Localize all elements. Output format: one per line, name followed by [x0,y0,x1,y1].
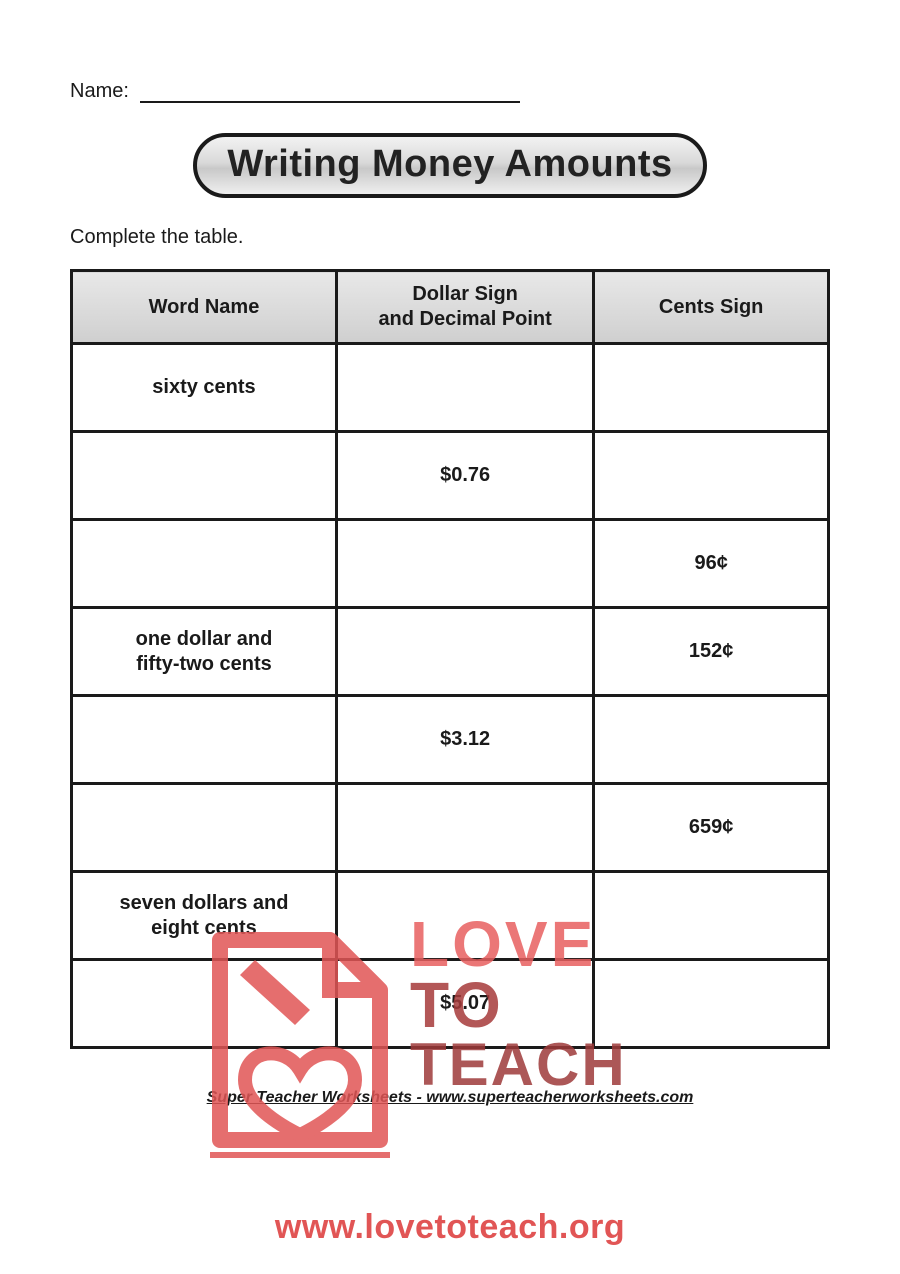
cell-word [72,520,337,608]
cell-dollar: $3.12 [336,696,593,784]
footer-attribution: Super Teacher Worksheets - www.superteac… [70,1089,830,1107]
cell-cents [594,432,829,520]
col-header-cents: Cents Sign [594,271,829,344]
table-row: 659¢ [72,784,829,872]
col-header-word: Word Name [72,271,337,344]
page-title: Writing Money Amounts [193,133,706,198]
name-blank-line[interactable] [140,101,520,103]
cell-word [72,960,337,1048]
watermark-url: www.lovetoteach.org [275,1208,625,1247]
cell-word: seven dollars andeight cents [72,872,337,960]
table-row: $3.12 [72,696,829,784]
name-label: Name: [70,80,129,102]
instruction-text: Complete the table. [70,226,830,249]
cell-word: sixty cents [72,344,337,432]
cell-dollar: $0.76 [336,432,593,520]
table-body: sixty cents$0.7696¢one dollar andfifty-t… [72,344,829,1048]
cell-cents [594,960,829,1048]
name-field-line: Name: [70,80,830,103]
cell-dollar [336,344,593,432]
table-row: seven dollars andeight cents [72,872,829,960]
cell-word [72,784,337,872]
cell-dollar: $5.07 [336,960,593,1048]
table-row: $5.07 [72,960,829,1048]
cell-cents [594,872,829,960]
cell-cents: 96¢ [594,520,829,608]
money-table: Word Name Dollar Signand Decimal Point C… [70,269,830,1049]
worksheet-page: Name: Writing Money Amounts Complete the… [0,0,900,1147]
cell-word: one dollar andfifty-two cents [72,608,337,696]
table-row: sixty cents [72,344,829,432]
col-header-dollar: Dollar Signand Decimal Point [336,271,593,344]
table-header-row: Word Name Dollar Signand Decimal Point C… [72,271,829,344]
cell-cents: 659¢ [594,784,829,872]
cell-dollar [336,608,593,696]
table-row: $0.76 [72,432,829,520]
table-row: 96¢ [72,520,829,608]
cell-dollar [336,520,593,608]
table-row: one dollar andfifty-two cents 152¢ [72,608,829,696]
cell-word [72,432,337,520]
cell-dollar [336,784,593,872]
cell-cents [594,696,829,784]
cell-cents: 152¢ [594,608,829,696]
cell-cents [594,344,829,432]
cell-word [72,696,337,784]
title-container: Writing Money Amounts [70,133,830,198]
cell-dollar [336,872,593,960]
